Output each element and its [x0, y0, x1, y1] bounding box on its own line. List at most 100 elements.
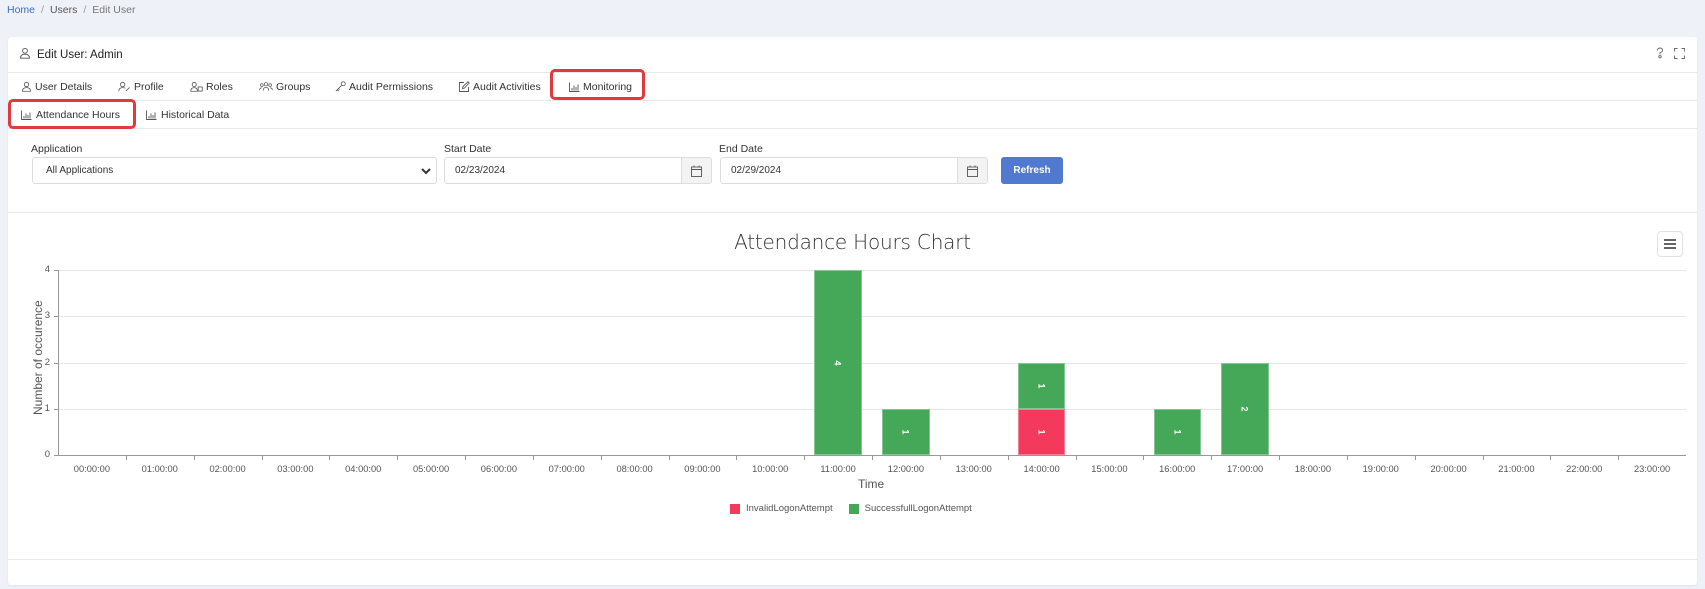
chart-icon	[146, 110, 157, 120]
tab-label: User Details	[35, 80, 93, 93]
y-tick-label: 1	[44, 402, 50, 414]
x-tick-label: 02:00:00	[209, 464, 246, 474]
application-select[interactable]: All Applications	[32, 157, 437, 184]
calendar-icon[interactable]	[957, 158, 987, 183]
legend-item-successful[interactable]: SuccessfullLogonAttempt	[848, 503, 972, 514]
chart-icon	[569, 82, 580, 92]
x-tick-mark	[1075, 455, 1077, 460]
breadcrumb: Home / Users / Edit User	[7, 4, 135, 16]
sub-tabs: Attendance Hours Historical Data	[8, 99, 1697, 129]
subtab-label: Attendance Hours	[36, 108, 121, 121]
page-title: Edit User: Admin	[37, 48, 123, 61]
x-tick-mark	[1414, 455, 1416, 460]
hamburger-icon	[1664, 239, 1676, 249]
chevron-down-icon	[420, 165, 432, 180]
x-tick-label: 14:00:00	[1023, 464, 1060, 474]
application-label: Application	[31, 143, 83, 155]
y-tick-label: 0	[44, 449, 50, 460]
tab-groups[interactable]: Groups	[259, 73, 310, 100]
x-tick-label: 18:00:00	[1294, 464, 1331, 474]
help-icon[interactable]	[1654, 47, 1666, 59]
gridline	[58, 408, 1686, 410]
x-tick-label: 08:00:00	[616, 464, 653, 474]
x-tick-label: 22:00:00	[1566, 464, 1603, 474]
main-tabs: User Details Profile Roles Groups Audit …	[8, 69, 1697, 101]
tab-profile[interactable]: Profile	[118, 73, 164, 100]
user-icon	[19, 47, 31, 62]
x-tick-label: 10:00:00	[752, 464, 789, 474]
x-tick-mark	[125, 455, 127, 460]
x-tick-label: 23:00:00	[1633, 464, 1671, 474]
y-tick-mark	[54, 362, 58, 364]
tab-label: Monitoring	[583, 80, 633, 93]
legend-swatch	[848, 503, 859, 514]
y-tick-label: 2	[44, 356, 50, 368]
y-tick-mark	[54, 455, 58, 456]
gridline	[58, 316, 1686, 318]
fullscreen-icon[interactable]	[1673, 47, 1685, 59]
key-icon	[335, 81, 346, 92]
x-tick-mark	[736, 455, 738, 460]
groups-icon	[259, 82, 273, 91]
legend-label: SuccessfullLogonAttempt	[864, 503, 972, 514]
x-tick-mark	[668, 455, 670, 460]
legend-item-invalid[interactable]: InvalidLogonAttempt	[730, 503, 833, 514]
x-tick-label: 11:00:00	[820, 464, 856, 474]
tab-roles[interactable]: Roles	[190, 73, 233, 100]
breadcrumb-current: Edit User	[92, 4, 136, 16]
bar-value-label: 1	[1172, 429, 1183, 435]
x-tick-label: 12:00:00	[887, 464, 924, 474]
bar-successfulllogonattempt[interactable]: 4	[814, 270, 862, 455]
tab-label: Audit Permissions	[349, 80, 434, 93]
x-tick-label: 07:00:00	[548, 464, 585, 474]
tab-user-details[interactable]: User Details	[21, 73, 92, 100]
bar-successfulllogonattempt[interactable]: 1	[882, 408, 930, 455]
x-tick-mark	[261, 455, 263, 460]
subtab-historical-data[interactable]: Historical Data	[146, 109, 229, 121]
breadcrumb-users[interactable]: Users	[49, 4, 78, 16]
x-tick-label: 04:00:00	[345, 464, 382, 474]
calendar-icon[interactable]	[681, 158, 711, 183]
tab-monitoring[interactable]: Monitoring	[569, 73, 632, 100]
breadcrumb-separator: /	[83, 4, 87, 16]
user-icon	[21, 81, 32, 92]
x-tick-label: 21:00:00	[1498, 464, 1535, 474]
plot-area: 0 1 2 3 4 00:00:00 01:00:00 02:00:00 03:00:00 04:…	[45, 264, 1686, 474]
y-tick-mark	[54, 270, 58, 271]
x-tick-label: 19:00:00	[1362, 464, 1399, 474]
start-date-input[interactable]: 02/23/2024	[444, 157, 712, 184]
legend-label: InvalidLogonAttempt	[746, 503, 833, 514]
bar-successfulllogonattempt[interactable]: 1	[1153, 408, 1201, 455]
header-tools	[1654, 47, 1685, 59]
x-tick-mark	[600, 455, 602, 460]
x-tick-label: 09:00:00	[684, 464, 721, 474]
end-date-input[interactable]: 02/29/2024	[720, 157, 988, 184]
bar-invalidlogonattempt[interactable]: 1	[1017, 408, 1066, 455]
bar-value-label: 4	[833, 359, 844, 365]
x-tick-mark	[532, 455, 534, 460]
gridline	[58, 362, 1686, 364]
x-tick-label: 00:00:00	[73, 464, 110, 474]
tab-label: Groups	[276, 80, 311, 93]
chart-title: Attendance Hours Chart	[734, 230, 971, 254]
bar-successfulllogonattempt[interactable]: 2	[1221, 362, 1269, 455]
y-tick-label: 3	[44, 310, 50, 322]
tab-audit-permissions[interactable]: Audit Permissions	[335, 73, 433, 100]
breadcrumb-separator: /	[41, 4, 44, 16]
x-tick-mark	[939, 455, 941, 460]
x-tick-label: 16:00:00	[1159, 464, 1196, 474]
chart-menu-button[interactable]	[1657, 231, 1683, 257]
x-tick-mark	[1550, 455, 1552, 460]
breadcrumb-home[interactable]: Home	[7, 4, 36, 16]
bar-successfulllogonattempt[interactable]: 1	[1017, 362, 1066, 409]
refresh-button[interactable]: Refresh	[1001, 157, 1063, 184]
filters-panel: Application All Applications Start Date …	[8, 129, 1697, 213]
x-tick-label: 01:00:00	[141, 464, 178, 474]
start-date-value: 02/23/2024	[455, 165, 506, 176]
x-tick-mark	[872, 455, 873, 460]
edit-user-card: Edit User: Admin User Details Profile Ro…	[8, 37, 1697, 585]
y-tick-mark	[54, 316, 58, 318]
subtab-attendance-hours[interactable]: Attendance Hours	[21, 109, 120, 121]
tab-label: Profile	[134, 80, 164, 93]
tab-audit-activities[interactable]: Audit Activities	[458, 73, 541, 100]
